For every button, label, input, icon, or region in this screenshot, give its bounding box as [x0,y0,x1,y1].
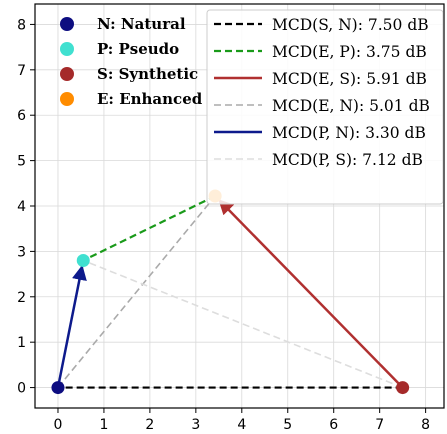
y-tick-label: 3 [17,244,26,260]
legend-label-E: E: Enhanced [97,90,203,108]
axes: 0 1 2 3 4 5 6 7 8 0 1 2 3 4 5 6 7 8 [17,3,445,433]
connection-S-E [218,199,404,389]
point-S [396,381,410,395]
x-tick-label: 3 [191,417,200,433]
x-tick-label: 0 [54,417,63,433]
y-tick-label: 4 [17,199,26,215]
legend-marker-S [60,67,74,81]
x-tick-label: 7 [375,417,384,433]
x-tick-label: 6 [329,417,338,433]
x-tick-label: 8 [421,417,430,433]
connection-lines [56,195,404,389]
y-tick-label: 2 [17,290,26,306]
y-tick-label: 0 [17,381,26,397]
y-tick-label: 1 [17,335,26,351]
x-tick-label: 5 [283,417,292,433]
data-points [51,189,410,395]
legend-marker-E [60,92,74,106]
x-tick-label: 4 [237,417,246,433]
legend-label-S-N: MCD(S, N): 7.50 dB [272,16,429,34]
y-tick-label: 6 [17,108,26,124]
legend-label-E-P: MCD(E, P): 3.75 dB [272,43,427,61]
legend-points: N: Natural P: Pseudo S: Synthetic E: Enhanc… [60,15,203,108]
legend-lines: MCD(S, N): 7.50 dB MCD(E, P): 3.75 dB MCD(… [206,9,444,205]
x-tick-label: 2 [145,417,154,433]
connection-N-P [56,264,87,388]
legend-label-S-P: MCD(P, S): 7.12 dB [272,151,423,169]
y-tick-label: 8 [17,17,26,33]
legend-label-S: S: Synthetic [97,65,198,83]
legend-label-N-P: MCD(P, N): 3.30 dB [272,124,426,142]
connection-E-P [82,195,216,262]
connection-N-E [57,195,216,389]
legend-label-N-E: MCD(E, N): 5.01 dB [272,97,430,115]
connection-S-P [82,259,403,389]
legend-label-S-E: MCD(E, S): 5.91 dB [272,70,427,88]
point-P [76,253,90,267]
point-N [51,381,65,395]
legend-marker-N [60,17,74,31]
legend-label-N: N: Natural [97,15,186,33]
legend-box [206,9,444,205]
y-tick-label: 5 [17,154,26,170]
legend-marker-P [60,42,74,56]
y-tick-label: 7 [17,63,26,79]
legend-label-P: P: Pseudo [97,40,179,58]
x-tick-label: 1 [99,417,108,433]
